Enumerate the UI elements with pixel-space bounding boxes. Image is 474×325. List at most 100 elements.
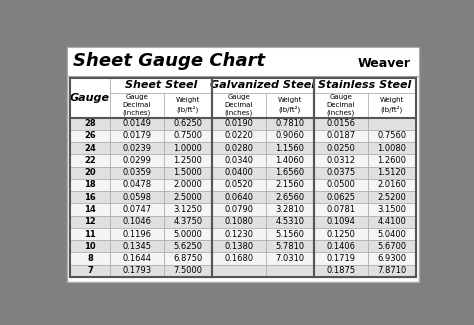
Bar	[70, 77, 416, 277]
Text: Stainless Steel: Stainless Steel	[318, 80, 411, 90]
Bar	[212, 118, 266, 130]
Bar	[70, 253, 110, 265]
Text: 0.0375: 0.0375	[326, 168, 356, 177]
Bar	[212, 93, 266, 118]
Bar	[164, 93, 212, 118]
Bar	[368, 203, 416, 215]
Text: 0.0149: 0.0149	[122, 119, 151, 128]
Text: 0.1046: 0.1046	[122, 217, 151, 226]
Bar	[212, 240, 266, 253]
Text: 14: 14	[84, 205, 96, 214]
Bar	[368, 240, 416, 253]
Bar	[314, 77, 416, 93]
Text: 5.0400: 5.0400	[377, 229, 406, 239]
Bar	[110, 253, 164, 265]
Bar	[164, 240, 212, 253]
Text: 0.1680: 0.1680	[224, 254, 253, 263]
Bar	[314, 154, 368, 167]
Text: Sheet Steel: Sheet Steel	[125, 80, 197, 90]
Bar	[212, 265, 266, 277]
Bar	[212, 77, 314, 93]
Text: 0.1250: 0.1250	[326, 229, 355, 239]
Text: Gauge: Gauge	[70, 93, 110, 102]
Bar	[212, 203, 266, 215]
Text: 0.0187: 0.0187	[326, 131, 356, 140]
Bar	[266, 253, 314, 265]
Text: 0.1719: 0.1719	[326, 254, 355, 263]
Text: 0.0400: 0.0400	[224, 168, 253, 177]
Text: 2.5200: 2.5200	[377, 193, 406, 202]
Bar	[212, 179, 266, 191]
Text: 0.9060: 0.9060	[275, 131, 304, 140]
Bar	[70, 240, 110, 253]
Text: 8: 8	[87, 254, 93, 263]
Bar	[164, 179, 212, 191]
Text: 0.7560: 0.7560	[377, 131, 406, 140]
Bar	[212, 228, 266, 240]
Bar	[110, 203, 164, 215]
Bar	[314, 265, 368, 277]
Text: 0.0359: 0.0359	[122, 168, 151, 177]
Bar	[368, 191, 416, 203]
Text: Weight
(lb/ft²): Weight (lb/ft²)	[380, 97, 404, 113]
Bar	[266, 215, 314, 228]
Bar	[368, 130, 416, 142]
Bar	[266, 228, 314, 240]
Bar	[368, 167, 416, 179]
Bar	[266, 130, 314, 142]
Bar	[164, 118, 212, 130]
Text: 1.5120: 1.5120	[377, 168, 406, 177]
Bar	[164, 154, 212, 167]
Bar	[314, 130, 368, 142]
Text: 2.6560: 2.6560	[275, 193, 304, 202]
Bar	[368, 118, 416, 130]
Text: 1.0080: 1.0080	[377, 144, 406, 153]
Text: Gauge
Decimal
(inches): Gauge Decimal (inches)	[123, 94, 151, 116]
Bar	[266, 179, 314, 191]
Bar	[70, 228, 110, 240]
Text: 3.2810: 3.2810	[275, 205, 304, 214]
Text: 0.0781: 0.0781	[326, 205, 356, 214]
Bar	[212, 154, 266, 167]
Text: 11: 11	[84, 229, 96, 239]
Bar	[368, 265, 416, 277]
Bar	[164, 253, 212, 265]
Bar	[314, 240, 368, 253]
Text: 10: 10	[84, 242, 96, 251]
Bar	[70, 167, 110, 179]
Bar	[110, 240, 164, 253]
Text: 28: 28	[84, 119, 96, 128]
Text: Galvanized Steel: Galvanized Steel	[210, 80, 315, 90]
Text: 7: 7	[87, 266, 93, 275]
Bar	[212, 191, 266, 203]
Text: 7.5000: 7.5000	[173, 266, 202, 275]
Bar	[314, 167, 368, 179]
Bar	[164, 130, 212, 142]
Bar	[70, 142, 110, 154]
Text: 2.0160: 2.0160	[377, 180, 406, 189]
Text: 1.5000: 1.5000	[173, 168, 202, 177]
Bar	[266, 265, 314, 277]
Bar	[314, 253, 368, 265]
Bar	[70, 77, 110, 118]
Bar	[70, 203, 110, 215]
Text: 5.6700: 5.6700	[377, 242, 406, 251]
Text: 0.1196: 0.1196	[122, 229, 151, 239]
Bar	[110, 191, 164, 203]
Bar	[212, 130, 266, 142]
Text: 0.1793: 0.1793	[122, 266, 151, 275]
Text: 0.0280: 0.0280	[224, 144, 253, 153]
Bar	[70, 154, 110, 167]
Text: 1.6560: 1.6560	[275, 168, 304, 177]
Bar	[314, 142, 368, 154]
Text: 0.6250: 0.6250	[173, 119, 202, 128]
Bar	[314, 203, 368, 215]
Text: 7.0310: 7.0310	[275, 254, 304, 263]
Text: 1.0000: 1.0000	[173, 144, 202, 153]
Bar	[314, 118, 368, 130]
Bar	[266, 93, 314, 118]
Bar	[266, 142, 314, 154]
Bar	[164, 142, 212, 154]
Bar	[368, 179, 416, 191]
Text: 3.1250: 3.1250	[173, 205, 202, 214]
